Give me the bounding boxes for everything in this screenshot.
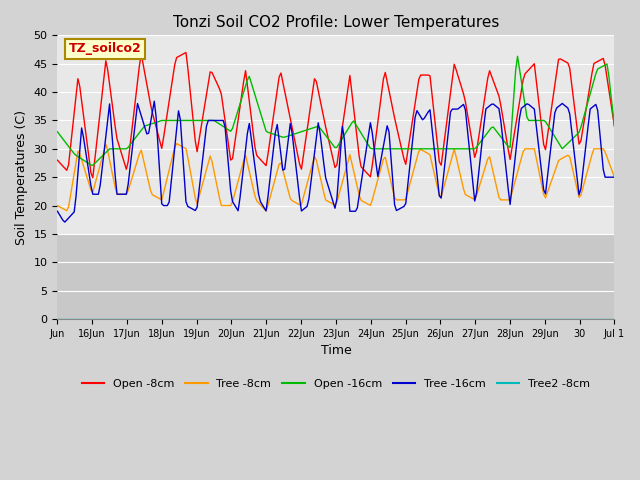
Tree2 -8cm — [523, 316, 531, 322]
Tree -16cm — [389, 178, 397, 183]
Open -8cm — [89, 175, 97, 180]
X-axis label: Time: Time — [321, 344, 351, 357]
Y-axis label: Soil Temperatures (C): Soil Temperatures (C) — [15, 110, 28, 245]
Open -8cm — [389, 106, 397, 112]
Tree2 -8cm — [385, 316, 393, 322]
Legend: Open -8cm, Tree -8cm, Open -16cm, Tree -16cm, Tree2 -8cm: Open -8cm, Tree -8cm, Open -16cm, Tree -… — [77, 374, 595, 393]
Open -16cm — [89, 162, 97, 168]
Text: TZ_soilco2: TZ_soilco2 — [68, 42, 141, 55]
Tree -8cm — [54, 203, 61, 208]
Bar — [58, 234, 614, 319]
Tree -16cm — [398, 204, 406, 210]
Title: Tonzi Soil CO2 Profile: Lower Temperatures: Tonzi Soil CO2 Profile: Lower Temperatur… — [173, 15, 499, 30]
Tree -8cm — [56, 204, 63, 209]
Open -16cm — [387, 146, 395, 152]
Tree -16cm — [56, 211, 63, 217]
Line: Tree -8cm: Tree -8cm — [58, 144, 614, 211]
Open -8cm — [611, 123, 618, 129]
Tree -16cm — [54, 208, 61, 214]
Line: Open -8cm: Open -8cm — [58, 52, 614, 178]
Open -8cm — [56, 159, 63, 165]
Open -16cm — [514, 53, 522, 59]
Tree -16cm — [611, 174, 618, 180]
Tree -8cm — [398, 197, 406, 203]
Tree -8cm — [611, 174, 618, 180]
Tree2 -8cm — [383, 316, 391, 322]
Open -16cm — [527, 118, 534, 123]
Open -16cm — [56, 132, 63, 137]
Open -16cm — [562, 142, 570, 148]
Tree -8cm — [562, 153, 570, 159]
Tree -8cm — [262, 208, 270, 214]
Tree -8cm — [527, 146, 534, 152]
Open -8cm — [182, 49, 190, 55]
Tree -8cm — [389, 187, 397, 192]
Tree2 -8cm — [54, 316, 61, 322]
Open -8cm — [387, 97, 395, 103]
Open -8cm — [398, 148, 406, 154]
Tree -16cm — [387, 153, 395, 159]
Line: Open -16cm: Open -16cm — [58, 56, 614, 165]
Open -8cm — [562, 59, 570, 65]
Open -16cm — [611, 123, 618, 129]
Open -8cm — [527, 65, 534, 71]
Open -16cm — [396, 146, 404, 152]
Tree -16cm — [150, 98, 158, 104]
Tree -8cm — [173, 141, 180, 146]
Tree2 -8cm — [56, 316, 63, 322]
Tree -8cm — [387, 179, 395, 184]
Line: Tree -16cm: Tree -16cm — [58, 101, 614, 222]
Open -8cm — [54, 157, 61, 163]
Tree2 -8cm — [394, 316, 402, 322]
Tree -16cm — [562, 104, 570, 109]
Open -16cm — [54, 129, 61, 135]
Open -16cm — [385, 146, 393, 152]
Tree2 -8cm — [559, 316, 566, 322]
Tree -16cm — [61, 219, 68, 225]
Tree2 -8cm — [611, 316, 618, 322]
Tree -16cm — [527, 103, 534, 109]
